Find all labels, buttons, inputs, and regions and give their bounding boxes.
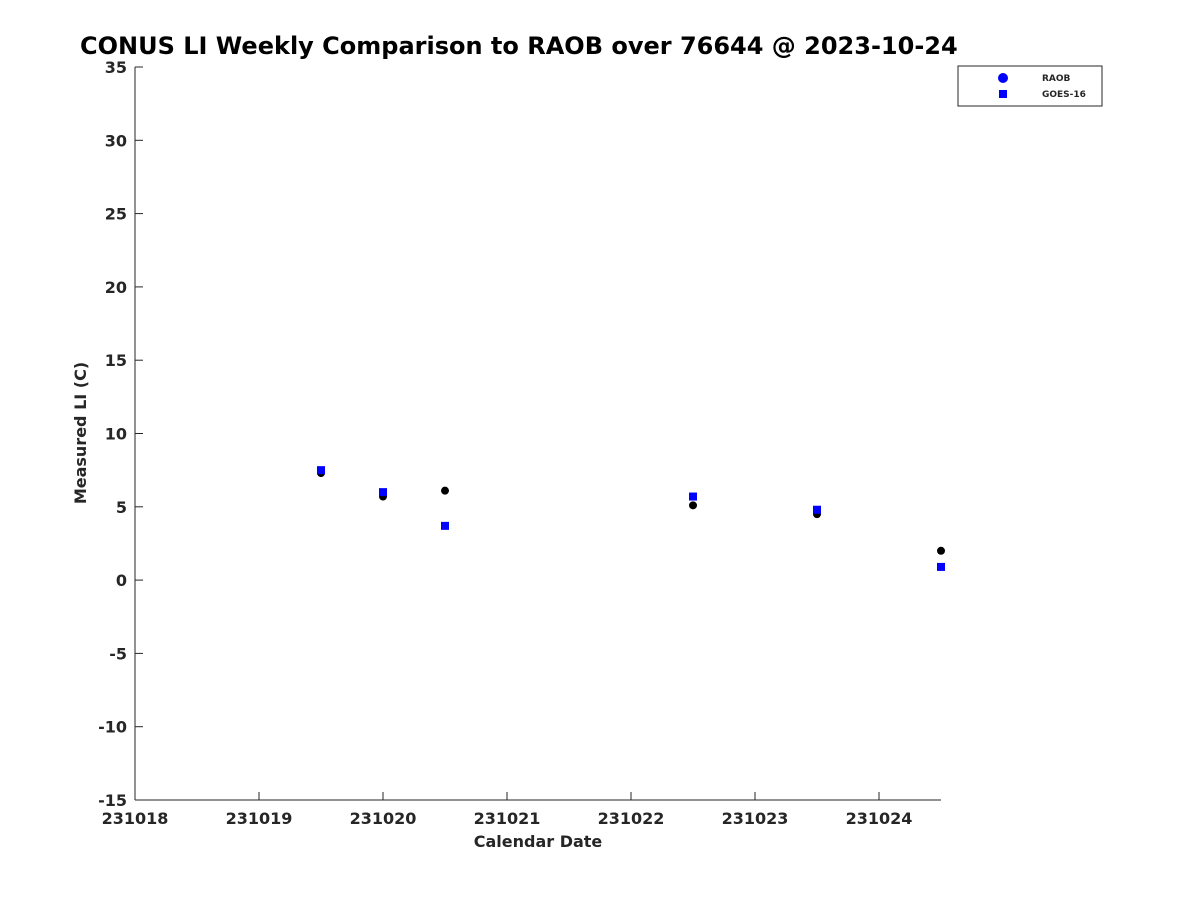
y-tick-label: -10 [98, 718, 127, 737]
y-tick-label: -15 [98, 791, 127, 810]
legend-box [957, 65, 1103, 107]
x-tick-label: 231023 [722, 809, 789, 828]
y-tick-label: 30 [105, 131, 127, 150]
x-axis-ticks: 231018 231019 231020 231021 231022 231023 2310… [102, 792, 913, 828]
data-point-raob [937, 546, 945, 555]
y-tick-label: 25 [105, 205, 127, 224]
legend-items: RAOB GOES-16 [998, 73, 1086, 100]
legend-marker-goes-16 [999, 90, 1007, 98]
x-tick-label: 231018 [102, 809, 169, 828]
series-goes-16 [317, 466, 945, 571]
data-point-goes-16 [813, 505, 821, 514]
legend-label: GOES-16 [1042, 90, 1086, 100]
y-tick-label: 15 [105, 351, 127, 370]
data-point-raob [689, 501, 697, 510]
data-point-goes-16 [441, 521, 449, 530]
x-tick-label: 231022 [598, 809, 665, 828]
x-axis-label: Calendar Date [474, 832, 603, 851]
data-point-goes-16 [379, 488, 387, 497]
legend-label: RAOB [1042, 74, 1071, 84]
legend-marker-raob [998, 73, 1008, 83]
y-tick-label: 35 [105, 58, 127, 77]
y-tick-label: -5 [109, 644, 127, 663]
x-tick-label: 231021 [474, 809, 541, 828]
y-tick-label: 0 [116, 571, 127, 590]
y-tick-label: 10 [105, 425, 127, 444]
x-tick-label: 231020 [350, 809, 417, 828]
y-tick-label: 5 [116, 498, 127, 517]
axes [134, 67, 941, 801]
data-point-goes-16 [937, 562, 945, 571]
x-tick-label: 231019 [226, 809, 293, 828]
y-axis-ticks: -15 -10 -5 0 5 10 15 20 25 30 35 [98, 58, 143, 810]
x-tick-label: 231024 [846, 809, 913, 828]
series-layer [317, 466, 945, 571]
data-point-goes-16 [317, 466, 325, 475]
data-point-raob [441, 486, 449, 495]
data-point-goes-16 [689, 492, 697, 501]
y-tick-label: 20 [105, 278, 127, 297]
legend: RAOB GOES-16 [957, 65, 1103, 107]
chart-title: CONUS LI Weekly Comparison to RAOB over … [80, 32, 958, 60]
series-raob [317, 469, 945, 555]
y-axis-label: Measured LI (C) [71, 362, 90, 504]
